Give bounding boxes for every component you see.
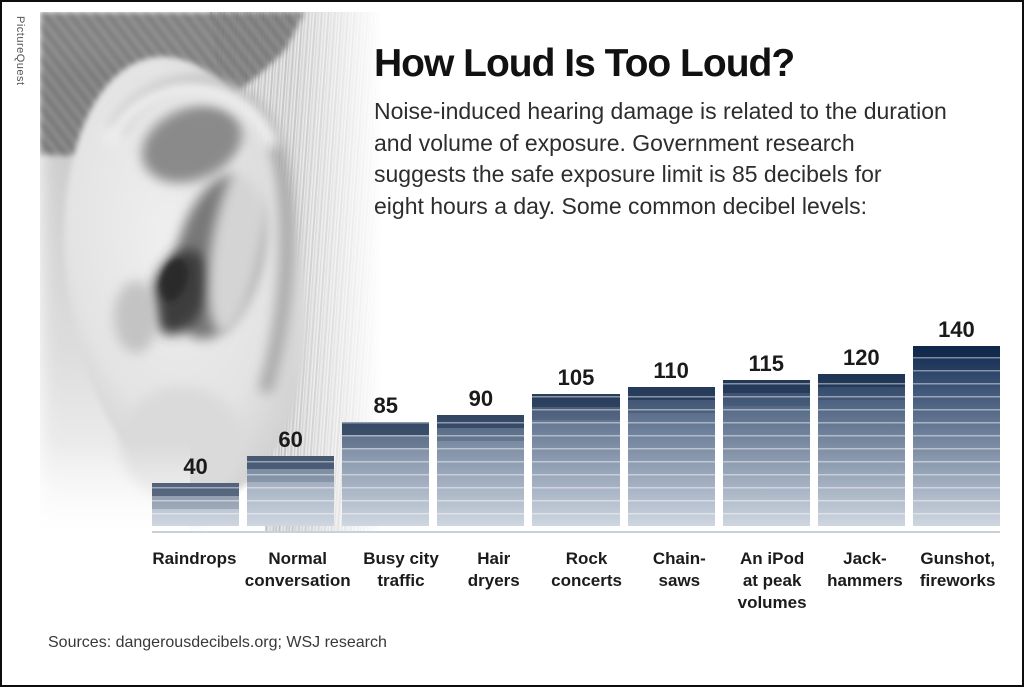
category-label-raindrops: Raindrops	[152, 549, 237, 568]
bar-column-busy-city-traffic: 85	[342, 393, 430, 526]
category-label-gunshot-fireworks: Gunshot, fireworks	[919, 549, 996, 590]
category-label-busy-city-traffic: Busy city traffic	[363, 549, 439, 590]
category-label-normal-conversation: Normal conversation	[244, 549, 351, 590]
bar-rock-concerts	[532, 394, 620, 526]
bar-column-rock-concerts: 105	[532, 365, 620, 526]
chart-baseline	[152, 531, 1000, 533]
bar-jack-hammers	[817, 374, 905, 526]
category-label-an-ipod-at-peak-volumes: An iPod at peak volumes	[737, 549, 807, 612]
bar-column-an-ipod-at-peak-volumes: 115	[722, 351, 810, 526]
bar-chain-saws	[627, 387, 715, 526]
bar-column-chain-saws: 110	[627, 358, 715, 526]
bar-raindrops	[152, 483, 240, 526]
category-label-hair-dryers: Hair dryers	[467, 549, 520, 590]
bar-value-label: 85	[373, 393, 399, 418]
bar-value-label: 120	[842, 345, 880, 370]
bar-column-hair-dryers: 90	[437, 386, 525, 526]
category-label-rock-concerts: Rock concerts	[551, 549, 622, 590]
bar-an-ipod-at-peak-volumes	[722, 380, 810, 526]
intro-text: Noise-induced hearing damage is related …	[374, 98, 947, 219]
bar-gunshot-fireworks	[912, 346, 1000, 526]
bar-value-label: 115	[748, 351, 784, 376]
category-label-chain-saws: Chain- saws	[652, 549, 706, 590]
photo-credit: PictureQuest	[14, 16, 26, 86]
bar-value-label: 105	[557, 365, 595, 390]
bar-value-label: 40	[183, 454, 208, 479]
ear-photo-illustration	[40, 12, 382, 532]
chart-bars: 40 60 85 90 105 110 115 120 140	[152, 317, 1000, 526]
bar-normal-conversation	[247, 456, 335, 526]
bar-hair-dryers	[437, 415, 525, 526]
bar-value-label: 110	[653, 358, 689, 383]
page-title: How Loud Is Too Loud?	[374, 42, 795, 85]
bar-column-raindrops: 40	[152, 454, 240, 526]
bar-value-label: 90	[468, 386, 494, 411]
chart-category-labels: Raindrops Normal conversation Busy city tr…	[152, 548, 1000, 613]
bar-value-label: 60	[278, 427, 303, 452]
bar-busy-city-traffic	[342, 422, 430, 526]
source-line: Sources: dangerousdecibels.org; WSJ rese…	[48, 634, 387, 651]
category-label-jack-hammers: Jack- hammers	[827, 549, 903, 590]
bar-value-label: 140	[938, 317, 975, 342]
bar-column-jack-hammers: 120	[817, 345, 905, 526]
bar-column-normal-conversation: 60	[247, 427, 335, 526]
bar-column-gunshot-fireworks: 140	[912, 317, 1000, 526]
